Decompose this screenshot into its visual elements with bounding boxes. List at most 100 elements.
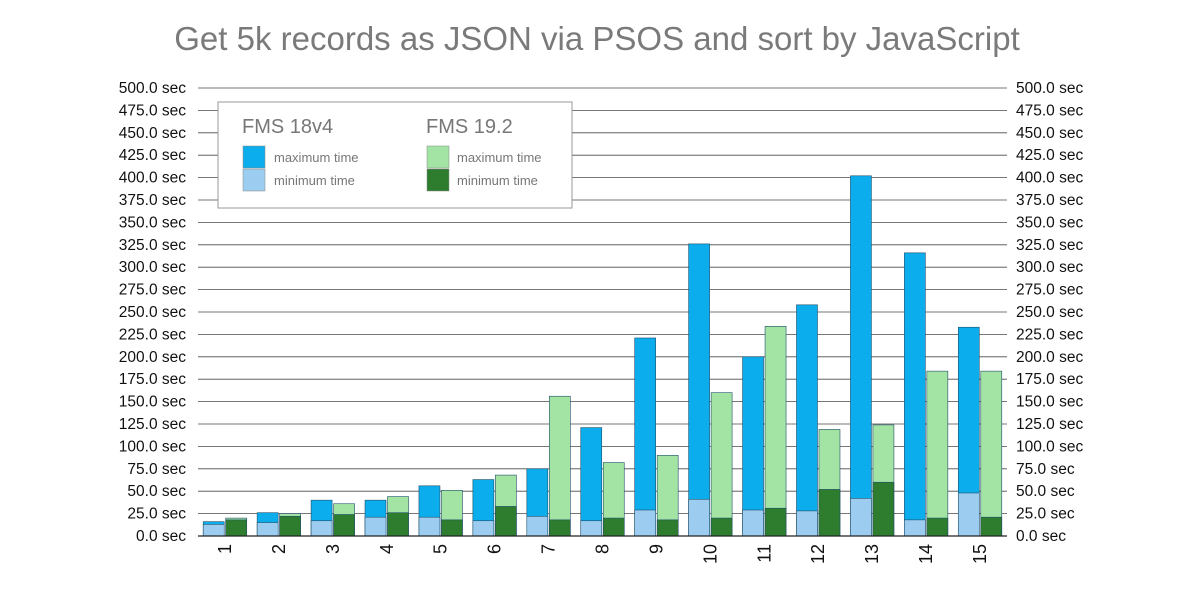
y-tick-label-left: 325.0 sec (119, 237, 186, 254)
bar-fms18-min-9 (634, 509, 656, 537)
y-tick-label-left: 150.0 sec (119, 394, 186, 411)
bar-fms18-min-7 (526, 515, 549, 537)
x-tick-label-4: 4 (377, 544, 397, 554)
bar-fms18-min-11 (742, 509, 764, 537)
y-tick-label-left: 225.0 sec (119, 326, 186, 343)
y-tick-label-right: 100.0 sec (1016, 438, 1083, 455)
bar-fms19-min-8 (602, 517, 625, 537)
y-tick-label-right: 325.0 sec (1016, 237, 1083, 254)
y-tick-label-left: 100.0 sec (119, 438, 186, 455)
y-tick-label-left: 350.0 sec (119, 214, 186, 231)
bar-fms18-min-1 (202, 524, 225, 537)
bar-fms18-min-14 (904, 519, 926, 537)
y-tick-label-right: 125.0 sec (1016, 416, 1083, 433)
bar-fms19-min-2 (279, 515, 301, 537)
y-tick-label-left: 425.0 sec (119, 147, 186, 164)
y-tick-label-right: 475.0 sec (1016, 102, 1083, 119)
bar-fms18-min-4 (364, 516, 387, 537)
bar-fms19-min-15 (980, 516, 1003, 537)
x-tick-label-5: 5 (431, 544, 451, 554)
bar-fms18-max-8 (580, 427, 603, 537)
bar-fms18-max-14 (904, 252, 926, 537)
y-tick-label-left: 25.0 sec (127, 506, 186, 523)
y-tick-label-right: 25.0 sec (1016, 506, 1075, 523)
y-tick-label-right: 400.0 sec (1016, 170, 1083, 187)
grid-lines (198, 87, 1007, 537)
bar-fms19-min-14 (926, 517, 949, 537)
bar-fms19-max-10 (710, 392, 733, 537)
bar-fms19-min-4 (387, 512, 409, 537)
bar-fms18-min-5 (418, 516, 441, 537)
x-tick-label-12: 12 (808, 544, 828, 564)
bar-fms18-max-9 (634, 337, 656, 537)
bar-fms19-max-11 (764, 326, 787, 537)
bar-fms19-min-9 (656, 519, 679, 537)
y-tick-label-right: 250.0 sec (1016, 304, 1083, 321)
y-tick-label-right: 175.0 sec (1016, 371, 1083, 388)
y-axis-left: 0.0 sec 25.0 sec 50.0 sec 75.0 sec 100.0 sec… (119, 80, 186, 545)
x-tick-label-13: 13 (862, 544, 882, 564)
legend-group-fms18: FMS 18v4 (242, 116, 333, 138)
x-tick-label-9: 9 (646, 544, 666, 554)
bar-fms19-min-7 (549, 519, 571, 537)
y-tick-label-left: 250.0 sec (119, 304, 186, 321)
y-tick-label-left: 300.0 sec (119, 259, 186, 276)
y-tick-label-left: 475.0 sec (119, 102, 186, 119)
legend-swatch-fms19-min (426, 168, 450, 192)
y-tick-label-right: 50.0 sec (1016, 483, 1075, 500)
chart-title: Get 5k records as JSON via PSOS and sort… (174, 20, 1020, 57)
y-axis-right: 0.0 sec 25.0 sec 50.0 sec 75.0 sec 100.0 sec… (1016, 80, 1083, 545)
y-tick-label-right: 425.0 sec (1016, 147, 1083, 164)
legend-swatch-fms19-max (426, 145, 450, 169)
bar-fms18-max-13 (850, 175, 872, 537)
bar-fms18-min-8 (580, 520, 603, 537)
legend-group-fms19: FMS 19.2 (426, 116, 513, 138)
y-tick-label-left: 175.0 sec (119, 371, 186, 388)
bar-fms18-min-3 (310, 520, 333, 537)
bar-fms19-min-3 (333, 514, 355, 537)
y-tick-label-left: 75.0 sec (127, 461, 186, 478)
bar-fms18-min-12 (796, 510, 818, 537)
legend-box (217, 101, 573, 209)
bar-fms19-min-6 (495, 506, 517, 537)
bar-fms19-max-15 (980, 370, 1003, 537)
y-tick-label-left: 125.0 sec (119, 416, 186, 433)
bar-fms18-min-2 (256, 522, 279, 537)
bar-fms19-min-11 (764, 507, 787, 537)
legend-swatch-fms18-min (242, 168, 266, 192)
bar-fms18-max-11 (742, 356, 764, 537)
x-tick-label-2: 2 (269, 544, 289, 554)
x-tick-label-10: 10 (700, 544, 720, 564)
y-tick-label-left: 275.0 sec (119, 282, 186, 299)
bars (202, 175, 1003, 537)
x-tick-label-8: 8 (593, 544, 613, 554)
bar-fms19-min-5 (441, 519, 463, 537)
x-tick-label-6: 6 (485, 544, 505, 554)
bar-fms18-min-6 (472, 520, 495, 537)
bar-fms18-min-15 (957, 492, 980, 537)
y-tick-label-left: 375.0 sec (119, 192, 186, 209)
y-tick-label-right: 75.0 sec (1016, 461, 1075, 478)
y-tick-label-right: 300.0 sec (1016, 259, 1083, 276)
legend: FMS 18v4 FMS 19.2 maximum time minimum t… (217, 101, 573, 209)
bar-fms18-min-13 (850, 498, 872, 537)
x-tick-label-7: 7 (539, 544, 559, 554)
x-tick-label-1: 1 (215, 544, 235, 554)
x-tick-label-3: 3 (323, 544, 343, 554)
x-tick-label-14: 14 (916, 544, 936, 564)
x-tick-label-11: 11 (754, 544, 774, 563)
legend-label-fms19-max: maximum time (457, 150, 542, 165)
y-tick-label-left: 0.0 sec (136, 528, 186, 545)
y-tick-label-right: 150.0 sec (1016, 394, 1083, 411)
y-tick-label-left: 200.0 sec (119, 349, 186, 366)
y-tick-label-right: 375.0 sec (1016, 192, 1083, 209)
y-tick-label-left: 500.0 sec (119, 80, 186, 97)
y-tick-label-left: 50.0 sec (127, 483, 186, 500)
y-tick-label-right: 200.0 sec (1016, 349, 1083, 366)
y-tick-label-left: 400.0 sec (119, 170, 186, 187)
y-tick-label-left: 450.0 sec (119, 125, 186, 142)
bar-fms19-min-1 (225, 519, 248, 537)
y-tick-label-right: 225.0 sec (1016, 326, 1083, 343)
legend-swatch-fms18-max (242, 145, 266, 169)
